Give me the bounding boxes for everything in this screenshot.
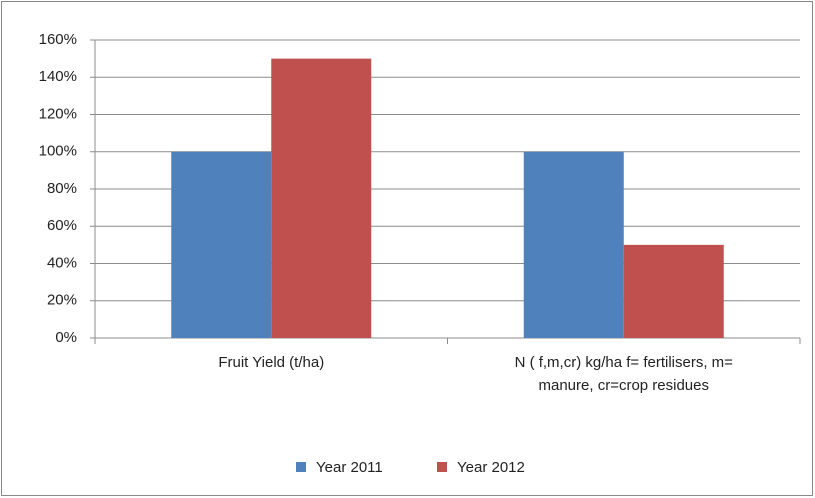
y-tick-label: 20% <box>47 292 77 309</box>
x-tick-label: N ( f,m,cr) kg/ha f= fertilisers, m= man… <box>514 354 733 394</box>
y-tick-label: 140% <box>39 68 77 85</box>
bar <box>623 244 724 338</box>
y-tick-label: 0% <box>55 329 77 346</box>
bar <box>523 151 624 338</box>
bar <box>271 58 372 338</box>
legend-swatch <box>437 462 447 472</box>
legend-label: Year 2011 <box>316 459 383 476</box>
y-tick-label: 100% <box>39 143 77 160</box>
bar <box>171 151 272 338</box>
y-tick-label: 120% <box>39 105 77 122</box>
y-tick-label: 80% <box>47 180 77 197</box>
y-tick-label: 40% <box>47 254 77 271</box>
y-tick-label: 60% <box>47 217 77 234</box>
x-tick-label: Fruit Yield (t/ha) <box>218 354 325 371</box>
legend-label: Year 2012 <box>457 459 525 476</box>
y-tick-label: 160% <box>39 31 77 48</box>
legend-swatch <box>296 462 306 472</box>
